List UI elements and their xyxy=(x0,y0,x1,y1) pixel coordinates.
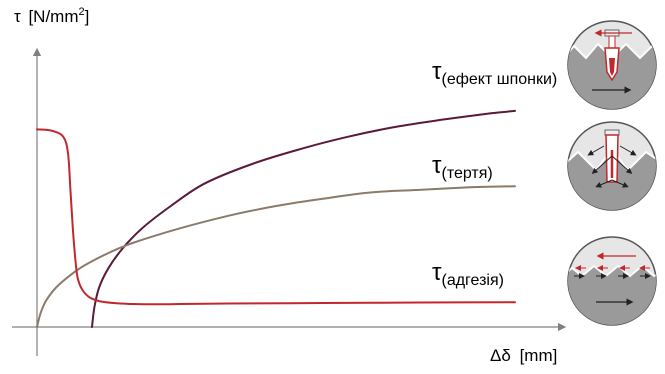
y-axis-label: τ [N/mm2] xyxy=(14,6,89,26)
series-group xyxy=(36,109,516,328)
series-line-friction xyxy=(36,185,516,328)
series-line-adhesion xyxy=(36,128,516,306)
series-label-friction: τ(тертя) xyxy=(432,152,493,182)
shear-key-effect-icon xyxy=(567,20,657,110)
series-line-shear-key xyxy=(91,109,516,328)
series-label-shear-key: τ(ефект шпонки) xyxy=(432,58,557,88)
adhesion-icon xyxy=(567,236,657,326)
series-label-adhesion: τ(адгезія) xyxy=(432,259,504,289)
x-axis-label: Δδ [mm] xyxy=(490,346,557,365)
friction-icon xyxy=(567,121,657,211)
